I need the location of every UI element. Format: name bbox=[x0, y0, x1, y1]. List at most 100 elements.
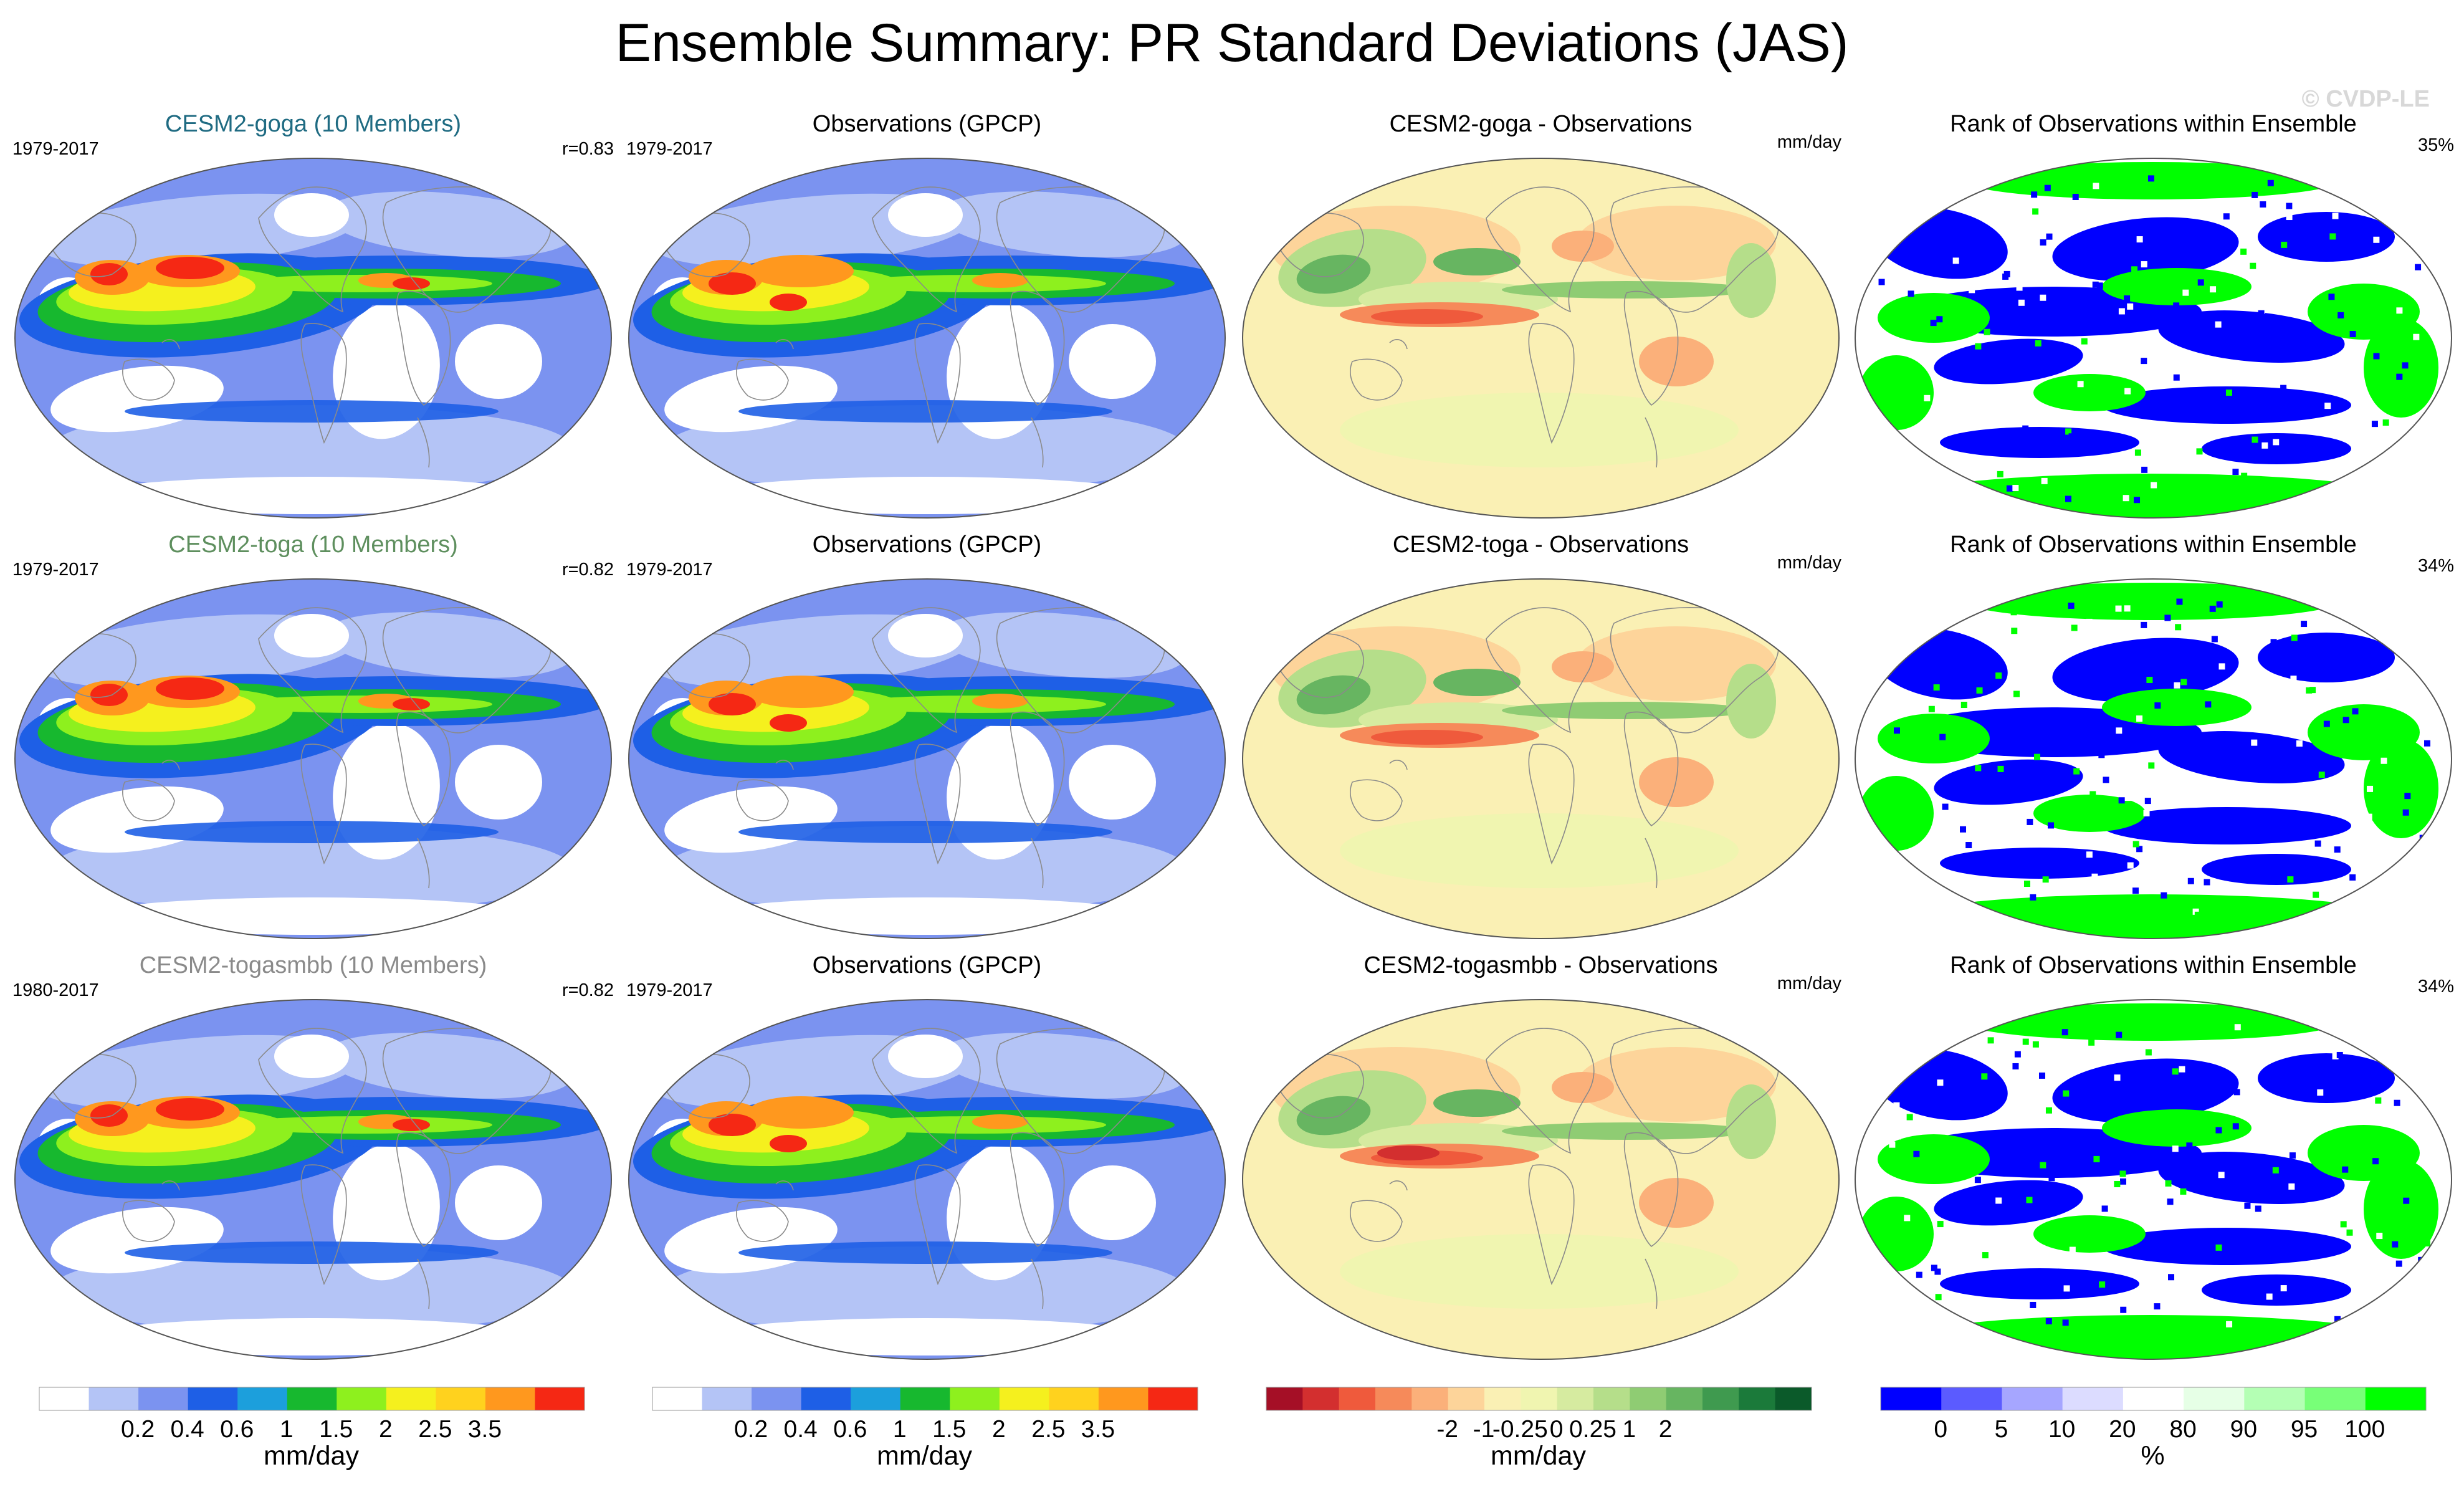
page-title: Ensemble Summary: PR Standard Deviations… bbox=[615, 13, 1849, 73]
units-label-3: mm/day bbox=[1777, 973, 1841, 993]
colorbar-tick-pr-std-obs-1: 0.2 bbox=[733, 1416, 768, 1443]
colorbar-tick-pr-std-2: 0.4 bbox=[170, 1416, 204, 1443]
colorbar-tick-pr-std-obs-2: 0.4 bbox=[783, 1416, 818, 1443]
panel-title-model-1: CESM2-goga (10 Members) bbox=[165, 111, 462, 137]
colorbar-tick-pr-std-obs-5: 1.5 bbox=[932, 1416, 967, 1443]
colorbar-swatch-pr-std-obs-3 bbox=[752, 1387, 802, 1410]
colorbar-swatch-pr-std-obs-8 bbox=[999, 1387, 1049, 1410]
colorbar-rank bbox=[1880, 1387, 2427, 1411]
colorbar-tick-pr-std-obs-4: 1 bbox=[892, 1416, 907, 1443]
colorbar-ticks-diff: -2 -1 -0.25 0 0.25 1 2 bbox=[1266, 1416, 1811, 1447]
colorbar-swatch-diff-7 bbox=[1484, 1387, 1521, 1410]
colorbar-units-rank: % bbox=[2141, 1441, 2165, 1471]
colorbar-swatch-rank-6 bbox=[2184, 1387, 2245, 1410]
watermark: © CVDP-LE bbox=[2301, 86, 2430, 112]
colorbar-tick-diff-7: 2 bbox=[1658, 1416, 1673, 1443]
map-model-3 bbox=[14, 999, 612, 1360]
colorbar-swatch-rank-4 bbox=[2062, 1387, 2124, 1410]
colorbar-tick-rank-5: 80 bbox=[2169, 1416, 2197, 1443]
colorbar-swatch-diff-5 bbox=[1411, 1387, 1449, 1410]
units-label-1: mm/day bbox=[1777, 132, 1841, 152]
map-diff-3 bbox=[1242, 999, 1840, 1360]
colorbar-swatch-diff-1 bbox=[1266, 1387, 1303, 1410]
colorbar-tick-pr-std-4: 1 bbox=[279, 1416, 294, 1443]
correlation-label-2: r=0.82 bbox=[561, 560, 614, 580]
colorbar-tick-diff-1: -2 bbox=[1436, 1416, 1458, 1443]
colorbar-swatch-pr-std-2 bbox=[88, 1387, 139, 1410]
colorbar-swatch-pr-std-obs-2 bbox=[702, 1387, 752, 1410]
panel-title-rank-1: Rank of Observations within Ensemble bbox=[1950, 111, 2357, 137]
colorbar-ticks-pr-std: 0.2 0.4 0.6 1 1.5 2 2.5 3.5 bbox=[39, 1416, 584, 1447]
colorbar-swatch-diff-10 bbox=[1593, 1387, 1630, 1410]
colorbar-swatch-pr-std-4 bbox=[188, 1387, 238, 1410]
colorbar-tick-diff-6: 1 bbox=[1622, 1416, 1636, 1443]
panel-title-diff-3: CESM2-togasmbb - Observations bbox=[1363, 952, 1718, 978]
colorbar-tick-pr-std-obs-7: 2.5 bbox=[1031, 1416, 1066, 1443]
colorbar-swatch-pr-std-6 bbox=[287, 1387, 337, 1410]
colorbar-tick-pr-std-1: 0.2 bbox=[120, 1416, 155, 1443]
colorbar-swatch-diff-6 bbox=[1448, 1387, 1485, 1410]
map-obs-1 bbox=[628, 158, 1226, 519]
colorbar-tick-rank-8: 100 bbox=[2344, 1416, 2385, 1443]
panel-title-rank-3: Rank of Observations within Ensemble bbox=[1950, 952, 2357, 978]
rank-percent-2: 34% bbox=[2417, 556, 2454, 576]
colorbar-tick-diff-3: -0.25 bbox=[1492, 1416, 1548, 1443]
period-label-model-2: 1979-2017 bbox=[12, 560, 99, 580]
map-rank-3 bbox=[1855, 999, 2452, 1360]
colorbar-swatch-rank-5 bbox=[2123, 1387, 2184, 1410]
map-diff-2 bbox=[1242, 578, 1840, 939]
map-diff-1 bbox=[1242, 158, 1840, 519]
map-obs-3 bbox=[628, 999, 1226, 1360]
panel-title-model-3: CESM2-togasmbb (10 Members) bbox=[139, 952, 487, 978]
colorbar-swatch-diff-15 bbox=[1775, 1387, 1812, 1410]
map-model-2 bbox=[14, 578, 612, 939]
panel-title-rank-2: Rank of Observations within Ensemble bbox=[1950, 532, 2357, 558]
map-obs-2 bbox=[628, 578, 1226, 939]
correlation-label-1: r=0.83 bbox=[561, 139, 614, 159]
colorbar-diff bbox=[1266, 1387, 1812, 1411]
colorbar-swatch-rank-7 bbox=[2244, 1387, 2306, 1410]
colorbar-swatch-rank-3 bbox=[2002, 1387, 2063, 1410]
colorbar-tick-rank-3: 10 bbox=[2048, 1416, 2076, 1443]
colorbar-units-pr-std: mm/day bbox=[264, 1441, 359, 1471]
colorbar-swatch-pr-std-obs-1 bbox=[652, 1387, 703, 1410]
period-label-model-3: 1980-2017 bbox=[12, 980, 99, 1000]
colorbar-swatch-pr-std-9 bbox=[436, 1387, 486, 1410]
period-label-model-1: 1979-2017 bbox=[12, 139, 99, 159]
colorbar-swatch-diff-11 bbox=[1630, 1387, 1667, 1410]
colorbar-swatch-diff-3 bbox=[1339, 1387, 1376, 1410]
map-model-1 bbox=[14, 158, 612, 519]
colorbar-tick-pr-std-7: 2.5 bbox=[418, 1416, 452, 1443]
colorbar-tick-pr-std-obs-3: 0.6 bbox=[833, 1416, 867, 1443]
colorbar-pr-std-obs bbox=[652, 1387, 1198, 1411]
colorbar-swatch-pr-std-obs-7 bbox=[950, 1387, 1000, 1410]
colorbar-tick-rank-7: 95 bbox=[2290, 1416, 2318, 1443]
colorbar-swatch-pr-std-10 bbox=[485, 1387, 535, 1410]
colorbar-swatch-pr-std-3 bbox=[138, 1387, 189, 1410]
colorbar-swatch-pr-std-obs-11 bbox=[1148, 1387, 1198, 1410]
correlation-label-3: r=0.82 bbox=[561, 980, 614, 1000]
colorbar-swatch-pr-std-8 bbox=[386, 1387, 436, 1410]
colorbar-swatch-pr-std-5 bbox=[237, 1387, 288, 1410]
period-label-obs-2: 1979-2017 bbox=[626, 560, 713, 580]
colorbar-units-pr-std-obs: mm/day bbox=[877, 1441, 972, 1471]
colorbar-swatch-pr-std-obs-5 bbox=[851, 1387, 901, 1410]
rank-percent-1: 35% bbox=[2417, 135, 2454, 155]
colorbar-swatch-rank-1 bbox=[1881, 1387, 1942, 1410]
colorbar-swatch-rank-8 bbox=[2304, 1387, 2366, 1410]
map-rank-2 bbox=[1855, 578, 2452, 939]
colorbar-tick-pr-std-5: 1.5 bbox=[319, 1416, 353, 1443]
colorbar-tick-pr-std-obs-6: 2 bbox=[991, 1416, 1006, 1443]
colorbar-tick-pr-std-6: 2 bbox=[378, 1416, 393, 1443]
colorbar-swatch-pr-std-obs-10 bbox=[1098, 1387, 1148, 1410]
colorbar-ticks-pr-std-obs: 0.2 0.4 0.6 1 1.5 2 2.5 3.5 bbox=[652, 1416, 1197, 1447]
colorbar-ticks-rank: 0 5 10 20 80 90 95 100 bbox=[1880, 1416, 2425, 1447]
colorbar-tick-pr-std-3: 0.6 bbox=[220, 1416, 254, 1443]
colorbar-swatch-pr-std-obs-6 bbox=[900, 1387, 950, 1410]
colorbar-swatch-diff-13 bbox=[1702, 1387, 1739, 1410]
colorbar-tick-rank-2: 5 bbox=[1994, 1416, 2008, 1443]
colorbar-swatch-diff-4 bbox=[1375, 1387, 1412, 1410]
colorbar-units-diff: mm/day bbox=[1491, 1441, 1586, 1471]
panel-title-model-2: CESM2-toga (10 Members) bbox=[168, 532, 458, 558]
colorbar-swatch-diff-2 bbox=[1302, 1387, 1340, 1410]
